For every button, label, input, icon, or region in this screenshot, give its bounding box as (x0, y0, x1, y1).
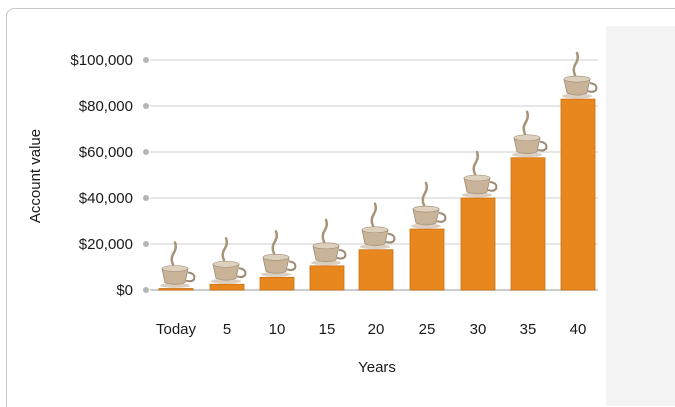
cup-saucer (360, 244, 390, 250)
bar (158, 288, 194, 291)
steam-wisp (522, 110, 530, 135)
cup-handle (487, 181, 498, 192)
x-tick-label: 10 (269, 321, 286, 338)
y-tick-dot (143, 195, 149, 201)
steam-wisp (421, 181, 429, 207)
y-tick-dot (143, 241, 149, 247)
cup-rim (361, 226, 389, 234)
cup-saucer (311, 260, 341, 266)
y-axis-ticks: $0 $20,000 $40,000 $60,000 $80,000 $100,000 (70, 52, 149, 299)
y-tick-label: $80,000 (79, 98, 133, 115)
coffee-cup-icon (160, 241, 196, 288)
steam-wisp (321, 218, 329, 244)
cup-rim (212, 260, 240, 268)
y-tick-label: $20,000 (79, 236, 133, 253)
coffee-cup-icon (512, 110, 548, 158)
bar-toppers (160, 51, 598, 288)
bar (510, 157, 546, 291)
steam-wisp (572, 51, 580, 77)
x-tick-label: 20 (368, 321, 385, 338)
y-tick-label: $40,000 (79, 190, 133, 207)
y-tick-label: $100,000 (70, 52, 133, 69)
coffee-cup-icon (462, 150, 498, 198)
cup-saucer (462, 192, 492, 198)
coffee-cup-icon (311, 218, 347, 266)
x-tick-label: 40 (570, 321, 587, 338)
cup-handle (286, 260, 297, 272)
cup-rim (161, 265, 189, 272)
steam-wisp (170, 241, 178, 266)
cup-rim (262, 254, 290, 261)
steam-wisp (370, 202, 378, 227)
x-tick-label: 25 (419, 321, 436, 338)
x-tick-label: 30 (470, 321, 487, 338)
y-tick-dot (143, 149, 149, 155)
cup-saucer (562, 93, 592, 99)
bar (358, 249, 394, 291)
coffee-cup-icon (411, 181, 447, 229)
y-tick-dot (143, 103, 149, 109)
bar (209, 283, 245, 291)
y-tick-dot (143, 57, 149, 63)
steam-wisp (221, 237, 229, 262)
coffee-cup-icon (360, 202, 396, 250)
x-tick-label: 5 (223, 321, 231, 338)
cup-handle (236, 267, 247, 279)
cup-handle (436, 212, 447, 223)
bar (460, 197, 496, 291)
right-margin-shade (606, 26, 675, 406)
cup-saucer (261, 271, 291, 277)
cup-saucer (211, 278, 241, 284)
y-tick-label: $60,000 (79, 144, 133, 161)
cup-handle (385, 232, 396, 244)
cup-rim (312, 242, 340, 250)
x-axis-title: Years (358, 359, 396, 376)
y-tick-label: $0 (116, 282, 133, 299)
cup-rim (463, 174, 491, 182)
steam-wisp (472, 150, 480, 176)
coffee-cup-icon (261, 230, 297, 277)
cup-handle (587, 82, 598, 93)
cup-rim (412, 205, 440, 213)
cup-handle (336, 248, 347, 260)
bar (560, 98, 596, 291)
cup-handle (537, 140, 548, 152)
x-axis-ticks: Today 5 10 15 20 25 30 35 40 (156, 321, 586, 338)
y-tick-dot (143, 287, 149, 293)
x-tick-label: Today (156, 321, 197, 338)
x-tick-label: 15 (319, 321, 336, 338)
cup-rim (513, 134, 541, 142)
cup-saucer (411, 223, 441, 229)
steam-wisp (271, 230, 279, 255)
y-axis-title: Account value (27, 129, 44, 223)
x-tick-label: 35 (520, 321, 537, 338)
coffee-cup-icon (211, 237, 247, 284)
cup-saucer (160, 283, 190, 288)
bar (409, 228, 445, 291)
cup-handle (185, 271, 196, 283)
cup-saucer (512, 152, 542, 158)
bar (259, 276, 295, 291)
bar (309, 265, 345, 291)
bars (158, 98, 596, 291)
cup-rim (563, 75, 591, 83)
coffee-cup-icon (562, 51, 598, 99)
